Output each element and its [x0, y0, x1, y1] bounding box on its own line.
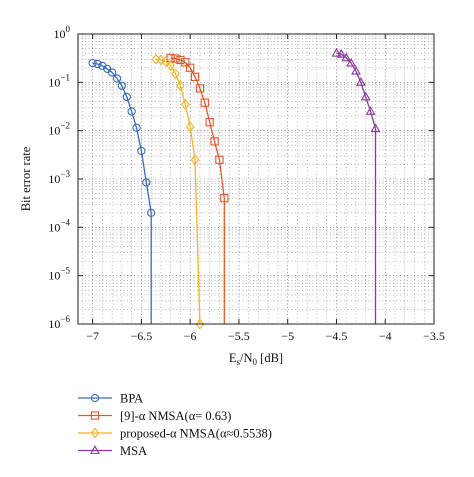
data-point-msa: [341, 52, 352, 62]
data-point-nmsa9: [220, 194, 229, 203]
x-tick-label: −5: [281, 329, 294, 343]
data-point-bpa: [93, 59, 102, 69]
data-point-proposed: [156, 54, 166, 66]
data-point-msa: [336, 48, 347, 58]
x-tick-label: −6.5: [131, 329, 153, 343]
y-tick-label: 10−2: [48, 121, 70, 138]
data-point-nmsa9: [195, 84, 205, 93]
series-line-bpa: [92, 62, 152, 324]
ticks: −7 −6.5 −6 −5.5 −5 −4.5 −4 −3.5 100 10−1 10−2 10−3 1…: [48, 24, 444, 343]
data-point-nmsa9: [181, 58, 190, 67]
x-tick-label: −3.5: [423, 329, 445, 343]
y-tick-label: 10−4: [48, 217, 70, 234]
series-bpa: [88, 58, 156, 324]
data-point-nmsa9: [190, 72, 200, 81]
x-tick-label: −7: [86, 329, 99, 343]
data-point-nmsa9: [176, 55, 185, 65]
data-point-bpa: [147, 208, 156, 217]
data-point-bpa: [137, 146, 146, 156]
data-point-nmsa9: [171, 54, 180, 63]
data-point-msa: [331, 47, 342, 57]
data-point-proposed: [161, 55, 171, 67]
legend-marker-proposed: [90, 427, 100, 439]
series-line-nmsa9: [170, 57, 225, 324]
series-layer: [88, 47, 381, 330]
data-point-proposed: [195, 318, 205, 330]
legend-marker-bpa: [90, 393, 100, 403]
y-tick-label: 100: [54, 24, 71, 41]
y-tick-label: 10−3: [48, 169, 70, 186]
data-point-proposed: [176, 80, 185, 92]
data-point-bpa: [112, 74, 122, 83]
x-tick-label: −5.5: [228, 329, 250, 343]
data-point-bpa: [127, 107, 136, 116]
legend-label-bpa: BPA: [120, 392, 143, 406]
data-point-msa: [346, 57, 357, 67]
data-point-msa: [360, 91, 371, 101]
data-point-proposed: [190, 154, 200, 166]
legend-marker-nmsa9: [90, 411, 100, 420]
series-nmsa9: [166, 53, 229, 324]
x-tick-label: −4: [379, 329, 392, 343]
legend-marker-msa: [90, 445, 100, 454]
data-point-bpa: [132, 123, 141, 132]
data-point-proposed: [171, 68, 180, 80]
legend-label-msa: MSA: [120, 444, 147, 458]
data-point-msa: [351, 65, 361, 75]
data-point-bpa: [88, 58, 97, 68]
y-axis-label: Bit error rate: [19, 146, 33, 211]
x-tick-label: −6: [184, 329, 197, 343]
series-line-proposed: [155, 58, 201, 325]
data-point-nmsa9: [200, 98, 209, 107]
series-line-msa: [336, 52, 377, 324]
data-point-proposed: [180, 98, 190, 110]
y-tick-label: 10−6: [48, 314, 70, 331]
data-point-bpa: [107, 68, 117, 77]
data-point-msa: [370, 123, 381, 133]
x-axis-label: Es/N0 [dB]: [229, 351, 283, 367]
legend: BPA [9]-α NMSA(α= 0.63) proposed-α NMSA(α≈…: [78, 392, 272, 458]
data-point-msa: [365, 106, 376, 115]
y-tick-label: 10−5: [48, 266, 70, 283]
series-proposed: [151, 53, 205, 330]
legend-label-nmsa9: [9]-α NMSA(α= 0.63): [120, 409, 231, 423]
grid: [78, 34, 434, 324]
x-tick-label: −4.5: [326, 329, 348, 343]
data-point-bpa: [142, 178, 151, 187]
data-point-nmsa9: [205, 118, 214, 127]
data-point-msa: [355, 77, 366, 86]
data-point-bpa: [122, 92, 131, 102]
y-tick-label: 10−1: [48, 72, 70, 89]
series-msa: [331, 47, 381, 324]
data-point-proposed: [185, 121, 195, 133]
data-point-nmsa9: [215, 155, 224, 164]
data-point-proposed: [166, 60, 175, 72]
data-point-bpa: [117, 81, 127, 90]
legend-label-proposed: proposed-α NMSA(α≈0.5538): [120, 427, 272, 441]
data-point-nmsa9: [186, 63, 195, 72]
data-point-nmsa9: [210, 137, 219, 146]
